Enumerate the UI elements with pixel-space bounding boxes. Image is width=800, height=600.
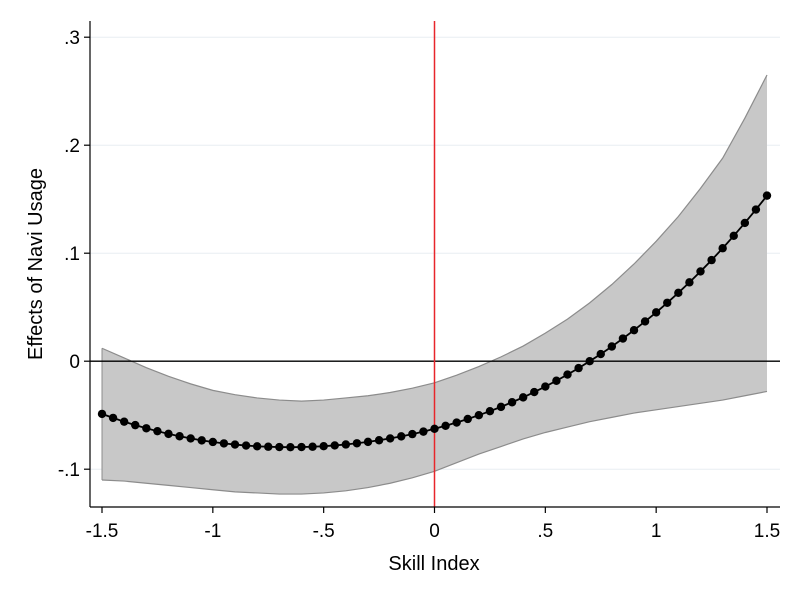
estimate-point-12 (230, 440, 240, 449)
estimate-point-49 (640, 317, 650, 326)
estimate-point-14 (252, 442, 262, 451)
axes-layer: -.1 0 .1 .2 .3 -1.5 -1 -.5 0 .5 1 1.5 (58, 21, 780, 542)
x-axis-title: Skill Index (388, 553, 479, 575)
y-tick-label-3: .2 (64, 136, 80, 157)
x-tick-label-3: 0 (429, 521, 440, 542)
estimate-point-26 (385, 434, 395, 443)
estimate-point-44 (585, 357, 594, 366)
estimate-point-18 (297, 442, 306, 452)
estimate-point-60 (762, 191, 772, 200)
estimate-point-1 (108, 413, 118, 423)
estimate-point-58 (740, 218, 750, 228)
y-tick-label-2: .1 (64, 244, 80, 265)
estimate-point-2 (119, 417, 129, 426)
estimate-point-0 (97, 409, 107, 419)
estimate-point-42 (563, 370, 572, 379)
estimate-point-7 (175, 432, 184, 441)
estimate-point-59 (751, 205, 761, 214)
y-tick-label-0: -.1 (58, 460, 80, 481)
estimate-point-40 (541, 382, 550, 391)
estimate-point-21 (330, 441, 339, 450)
estimate-point-35 (485, 407, 495, 416)
estimate-point-37 (507, 398, 517, 407)
estimate-point-41 (552, 376, 561, 385)
estimate-point-48 (629, 326, 639, 335)
estimate-point-43 (574, 363, 583, 373)
estimate-point-22 (341, 440, 351, 449)
estimate-point-29 (419, 427, 428, 436)
x-tick-label-4: .5 (537, 521, 553, 542)
estimate-point-4 (142, 424, 151, 433)
estimate-point-9 (197, 436, 206, 445)
x-tick-label-6: 1.5 (754, 521, 780, 542)
estimate-point-53 (685, 278, 694, 287)
estimate-point-20 (319, 441, 328, 451)
estimate-point-45 (596, 349, 605, 359)
estimate-point-25 (374, 436, 384, 445)
estimate-point-33 (463, 414, 472, 424)
series-layer (97, 191, 772, 452)
estimate-point-10 (208, 437, 218, 447)
estimate-point-11 (219, 439, 229, 448)
estimate-point-36 (496, 402, 506, 412)
estimate-point-6 (164, 429, 173, 439)
estimate-point-52 (674, 288, 683, 298)
estimate-point-57 (729, 231, 738, 241)
estimate-point-19 (308, 442, 317, 451)
estimate-point-13 (241, 441, 251, 450)
y-tick-label-4: .3 (64, 28, 80, 49)
estimate-point-51 (663, 298, 672, 307)
x-tick-label-1: -1 (204, 521, 221, 542)
estimate-point-34 (474, 411, 484, 420)
estimate-point-5 (153, 426, 162, 436)
estimate-point-46 (607, 342, 617, 351)
estimate-point-30 (430, 424, 439, 434)
x-tick-label-2: -.5 (313, 521, 335, 542)
estimate-point-23 (352, 439, 362, 448)
confidence-band (102, 75, 767, 495)
x-tick-label-0: -1.5 (86, 521, 119, 542)
estimate-point-47 (618, 334, 628, 343)
estimate-point-55 (707, 255, 716, 265)
y-axis-title: Effects of Navi Usage (25, 168, 47, 360)
estimate-point-27 (397, 432, 406, 441)
estimate-point-39 (530, 387, 539, 397)
estimate-point-15 (264, 442, 273, 451)
estimate-point-3 (131, 420, 140, 430)
estimate-point-38 (518, 393, 528, 402)
estimate-point-8 (186, 434, 195, 443)
estimate-point-31 (441, 421, 450, 430)
x-tick-label-5: 1 (651, 521, 662, 542)
estimate-point-28 (408, 429, 417, 439)
estimate-point-16 (275, 442, 284, 452)
estimate-point-56 (718, 244, 727, 253)
estimate-point-50 (651, 308, 661, 317)
estimate-point-17 (286, 442, 295, 452)
estimate-point-32 (452, 418, 461, 427)
y-tick-label-1: 0 (69, 352, 80, 373)
estimate-point-24 (363, 437, 373, 447)
estimate-point-54 (696, 267, 705, 276)
